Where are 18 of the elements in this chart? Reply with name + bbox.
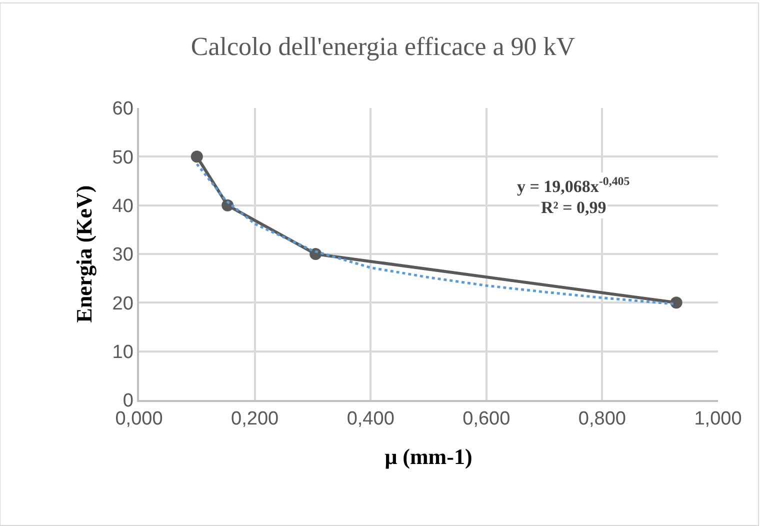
y-tick-label: 60: [112, 98, 134, 120]
x-tick-label: 0,400: [346, 408, 394, 430]
x-tick-label: 0,800: [578, 408, 626, 430]
y-tick-label: 20: [112, 293, 134, 314]
chart-title: Calcolo dell'energia efficace a 90 kV: [190, 32, 576, 62]
point: [190, 150, 203, 163]
x-axis-title: μ (mm-1): [384, 444, 472, 469]
y-tick-label: 10: [112, 342, 134, 363]
x-tick-label: 0,600: [462, 408, 510, 430]
x-tick-label: 0,200: [231, 408, 279, 430]
point: [670, 296, 682, 309]
y-tick-label: 30: [112, 244, 134, 266]
annotation: y = 19,068x$^{-0,405}$: [517, 174, 630, 196]
y-tick-label: 50: [112, 147, 134, 168]
annotation: R² = 0,99: [541, 198, 606, 217]
y-axis-title: Energia (KeV): [72, 185, 97, 323]
y-tick-label: 40: [112, 196, 134, 217]
x-tick-label: 1,000: [694, 408, 742, 430]
